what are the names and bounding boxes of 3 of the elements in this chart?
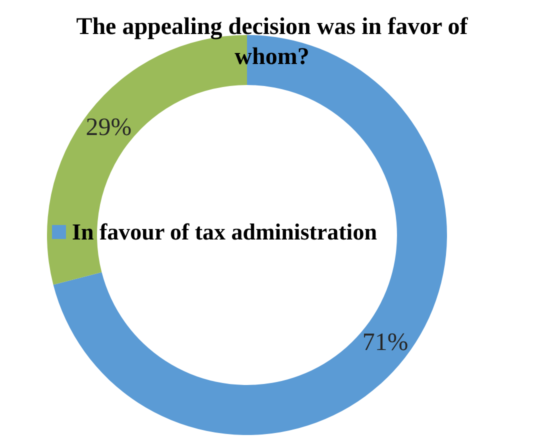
data-label: 29%	[86, 114, 132, 142]
legend-label: In favour of tax administration	[72, 220, 378, 244]
data-label: 71%	[362, 328, 408, 356]
